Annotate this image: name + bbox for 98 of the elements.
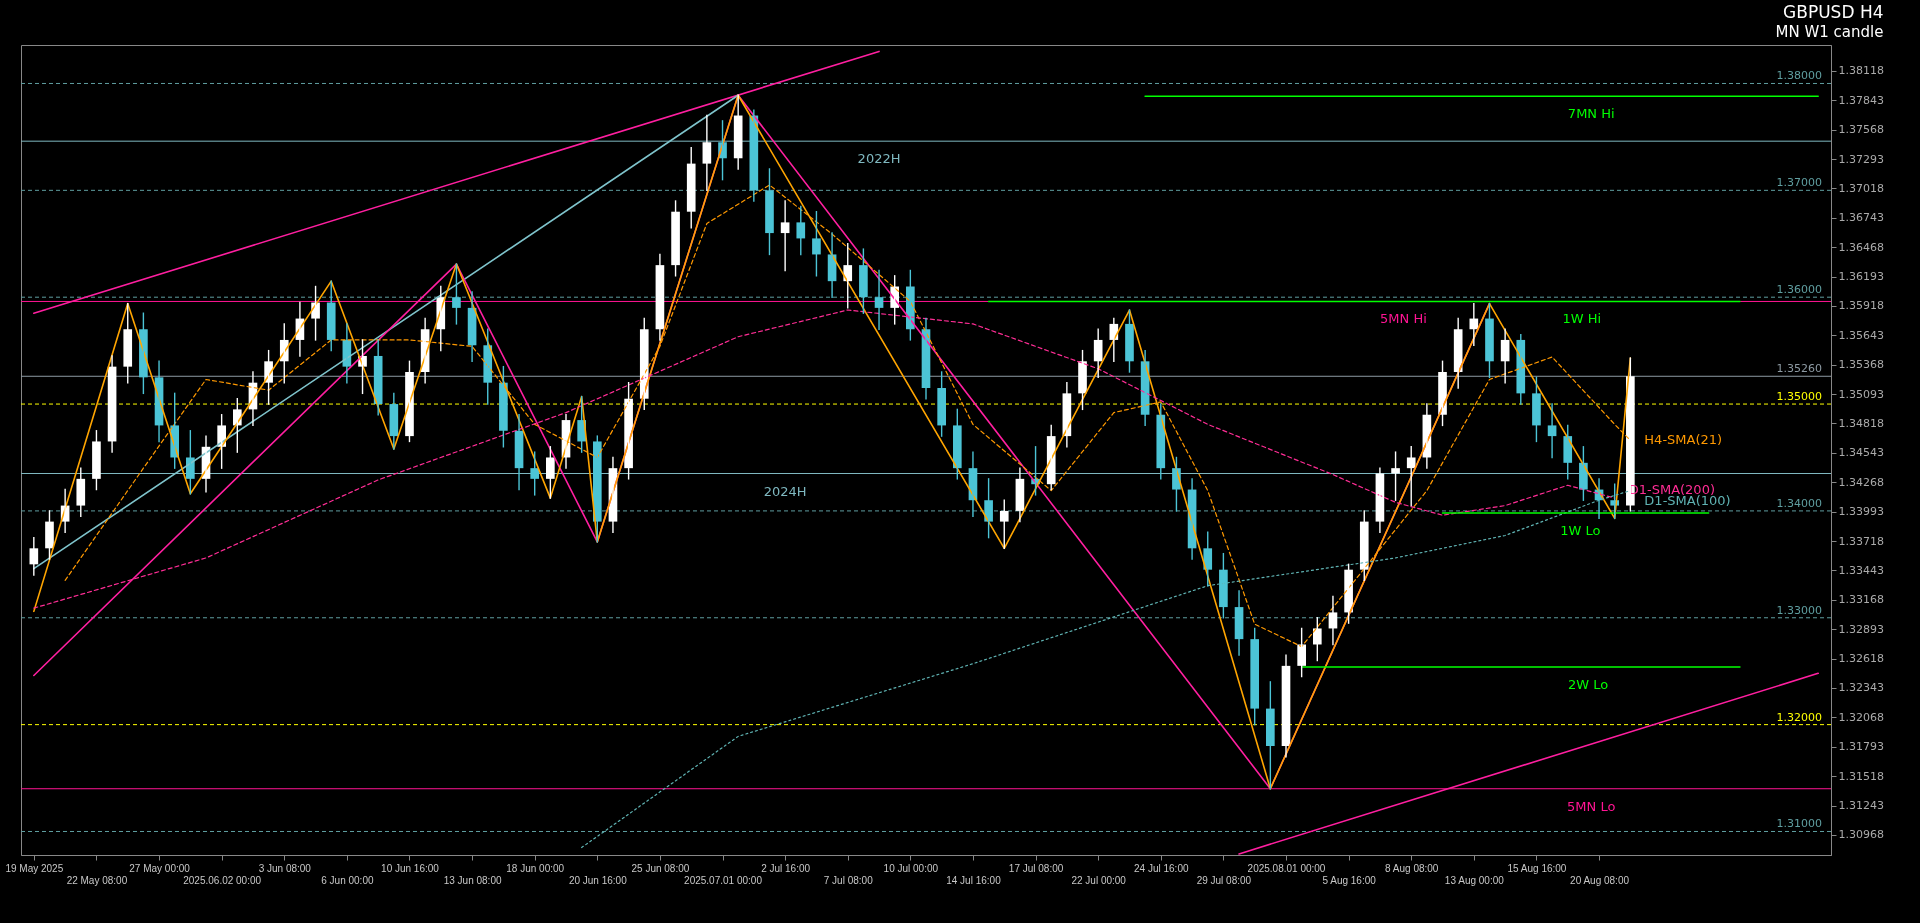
y-tick-label: 1.35368 (1838, 358, 1884, 372)
y-tick-label: 1.34543 (1838, 446, 1884, 460)
candlestick (452, 263, 461, 325)
candlestick (1219, 552, 1228, 619)
candlestick (92, 430, 101, 491)
candlestick (1250, 627, 1260, 726)
y-tick-label: 1.32343 (1838, 681, 1884, 695)
x-tick-label: 10 Jul 00:00 (883, 862, 939, 874)
y-tick-label: 1.35093 (1838, 387, 1884, 401)
y-tick-label: 1.33168 (1838, 593, 1884, 607)
x-tick-label: 19 May 2025 (5, 862, 64, 874)
candlestick (1266, 681, 1275, 790)
x-tick-label: 2025.08.01 00:00 (1247, 862, 1326, 874)
x-tick-label: 15 Aug 16:00 (1507, 862, 1567, 874)
x-tick-label: 18 Jun 00:00 (506, 862, 565, 874)
candlestick (530, 451, 540, 496)
ref-line-label: 1.37000 (1776, 176, 1822, 190)
ref-line-label: 1.33000 (1776, 603, 1822, 617)
ref-line-label: 1.35000 (1776, 390, 1822, 404)
ref-line-label: 1.34000 (1776, 496, 1822, 510)
candlestick (812, 211, 821, 277)
x-tick-label: 14 Jul 16:00 (946, 874, 1002, 886)
ref-line-label: 5MN Lo (1567, 798, 1616, 814)
y-tick-label: 1.31793 (1838, 740, 1884, 754)
y-tick-label: 1.37843 (1838, 93, 1884, 107)
y-tick-label: 1.37568 (1838, 123, 1884, 137)
x-tick-label: 25 Jun 08:00 (631, 862, 690, 874)
x-tick-label: 24 Jul 16:00 (1134, 862, 1189, 874)
candlestick (1125, 309, 1134, 373)
candlestick (686, 146, 696, 229)
x-tick-label: 8 Aug 08:00 (1385, 862, 1439, 874)
ref-line-label: 1.36000 (1776, 283, 1822, 297)
candlestick (859, 248, 868, 314)
x-tick-label: 7 Jul 08:00 (823, 874, 874, 886)
candlestick (937, 371, 946, 437)
candlestick (123, 302, 133, 384)
candlestick (952, 408, 962, 480)
x-tick-label: 13 Aug 00:00 (1444, 874, 1505, 886)
y-tick-label: 1.31518 (1838, 769, 1884, 783)
y-tick-label: 1.38118 (1838, 64, 1884, 78)
x-tick-label: 20 Jun 16:00 (568, 874, 628, 886)
candlestick (1532, 376, 1541, 443)
y-tick-label: 1.36193 (1838, 270, 1884, 284)
ref-line-label: 1.31000 (1776, 817, 1822, 831)
y-tick-label: 1.33718 (1838, 534, 1884, 548)
ref-line-label: 2022H (857, 151, 901, 167)
y-tick-label: 1.32068 (1838, 710, 1884, 724)
series-label: 1W Hi (1562, 311, 1602, 327)
ref-line-label: 1.35260 (1776, 362, 1822, 376)
y-tick-label: 1.33993 (1838, 505, 1884, 519)
x-tick-label: 2 Jul 16:00 (761, 862, 811, 874)
candlestick (1391, 451, 1400, 501)
y-tick-label: 1.33443 (1838, 563, 1884, 577)
x-tick-label: 2025.07.01 00:00 (684, 874, 763, 886)
ref-line-label: 1.32000 (1776, 710, 1822, 724)
y-tick-label: 1.30968 (1838, 828, 1884, 842)
candlestick (999, 499, 1009, 550)
candlestick (671, 200, 680, 277)
x-tick-label: 6 Jun 00:00 (321, 874, 374, 886)
x-tick-label: 5 Aug 16:00 (1322, 874, 1377, 886)
candlestick (1297, 627, 1306, 678)
ref-line-label: 5MN Hi (1380, 311, 1427, 327)
x-tick-label: 13 Jun 08:00 (443, 874, 502, 886)
x-tick-label: 27 May 00:00 (129, 862, 191, 874)
x-tick-label: 2025.06.02 00:00 (183, 874, 262, 886)
y-tick-label: 1.32618 (1838, 652, 1884, 666)
chart-title: GBPUSD H4 (1783, 2, 1884, 22)
series-label: 7MN Hi (1567, 106, 1615, 122)
chart-subtitle: MN W1 candle (1775, 23, 1884, 41)
series-label: 1W Lo (1560, 523, 1601, 539)
candlestick (1406, 446, 1416, 507)
y-tick-label: 1.34268 (1838, 475, 1884, 489)
candlestick (765, 168, 774, 256)
candlestick (326, 280, 336, 352)
x-tick-label: 29 Jul 08:00 (1196, 874, 1252, 886)
x-tick-label: 22 May 08:00 (66, 874, 128, 886)
y-tick-label: 1.31243 (1838, 799, 1884, 813)
series-label: 2W Lo (1567, 676, 1609, 692)
candlestick (546, 446, 555, 499)
y-tick-label: 1.37018 (1838, 181, 1884, 195)
ref-line-label: 1.38000 (1776, 69, 1822, 83)
candlestick (76, 467, 86, 517)
candlestick (1485, 302, 1494, 379)
y-tick-label: 1.37293 (1838, 152, 1884, 166)
series-label: H4-SMA(21) (1644, 432, 1723, 448)
x-tick-label: 20 Aug 08:00 (1570, 874, 1630, 886)
y-tick-label: 1.36743 (1838, 211, 1884, 225)
candlestick (796, 205, 806, 256)
y-tick-label: 1.32893 (1838, 622, 1884, 636)
y-tick-label: 1.35918 (1838, 299, 1884, 313)
ref-line-label: 2024H (763, 483, 807, 499)
x-tick-label: 22 Jul 00:00 (1071, 874, 1127, 886)
x-tick-label: 10 Jun 16:00 (381, 862, 440, 874)
y-tick-label: 1.34818 (1838, 417, 1884, 430)
y-tick-label: 1.35643 (1838, 328, 1884, 342)
x-tick-label: 3 Jun 08:00 (258, 862, 312, 874)
y-tick-label: 1.36468 (1838, 240, 1884, 254)
x-tick-label: 17 Jul 08:00 (1008, 862, 1064, 874)
